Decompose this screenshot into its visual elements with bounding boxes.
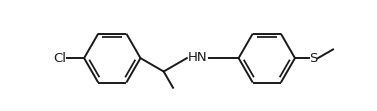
Text: S: S (310, 52, 318, 65)
Text: HN: HN (188, 51, 207, 64)
Text: Cl: Cl (54, 52, 66, 65)
